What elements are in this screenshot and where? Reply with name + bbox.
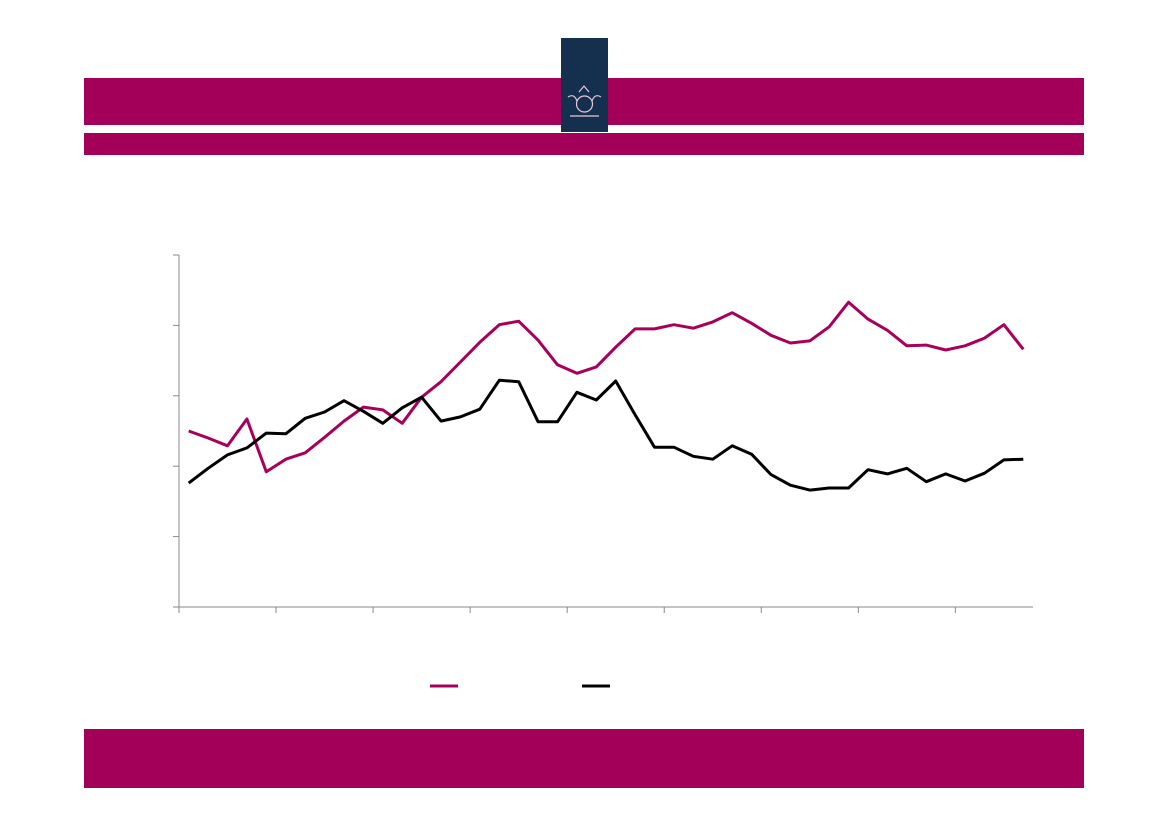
header-stripe [84, 133, 1084, 155]
plot [173, 254, 1033, 688]
series-line [187, 378, 1024, 492]
footer-bar [84, 729, 1084, 788]
series-line [188, 300, 1025, 474]
logo-emblem [567, 85, 602, 117]
logo-panel [561, 38, 608, 132]
